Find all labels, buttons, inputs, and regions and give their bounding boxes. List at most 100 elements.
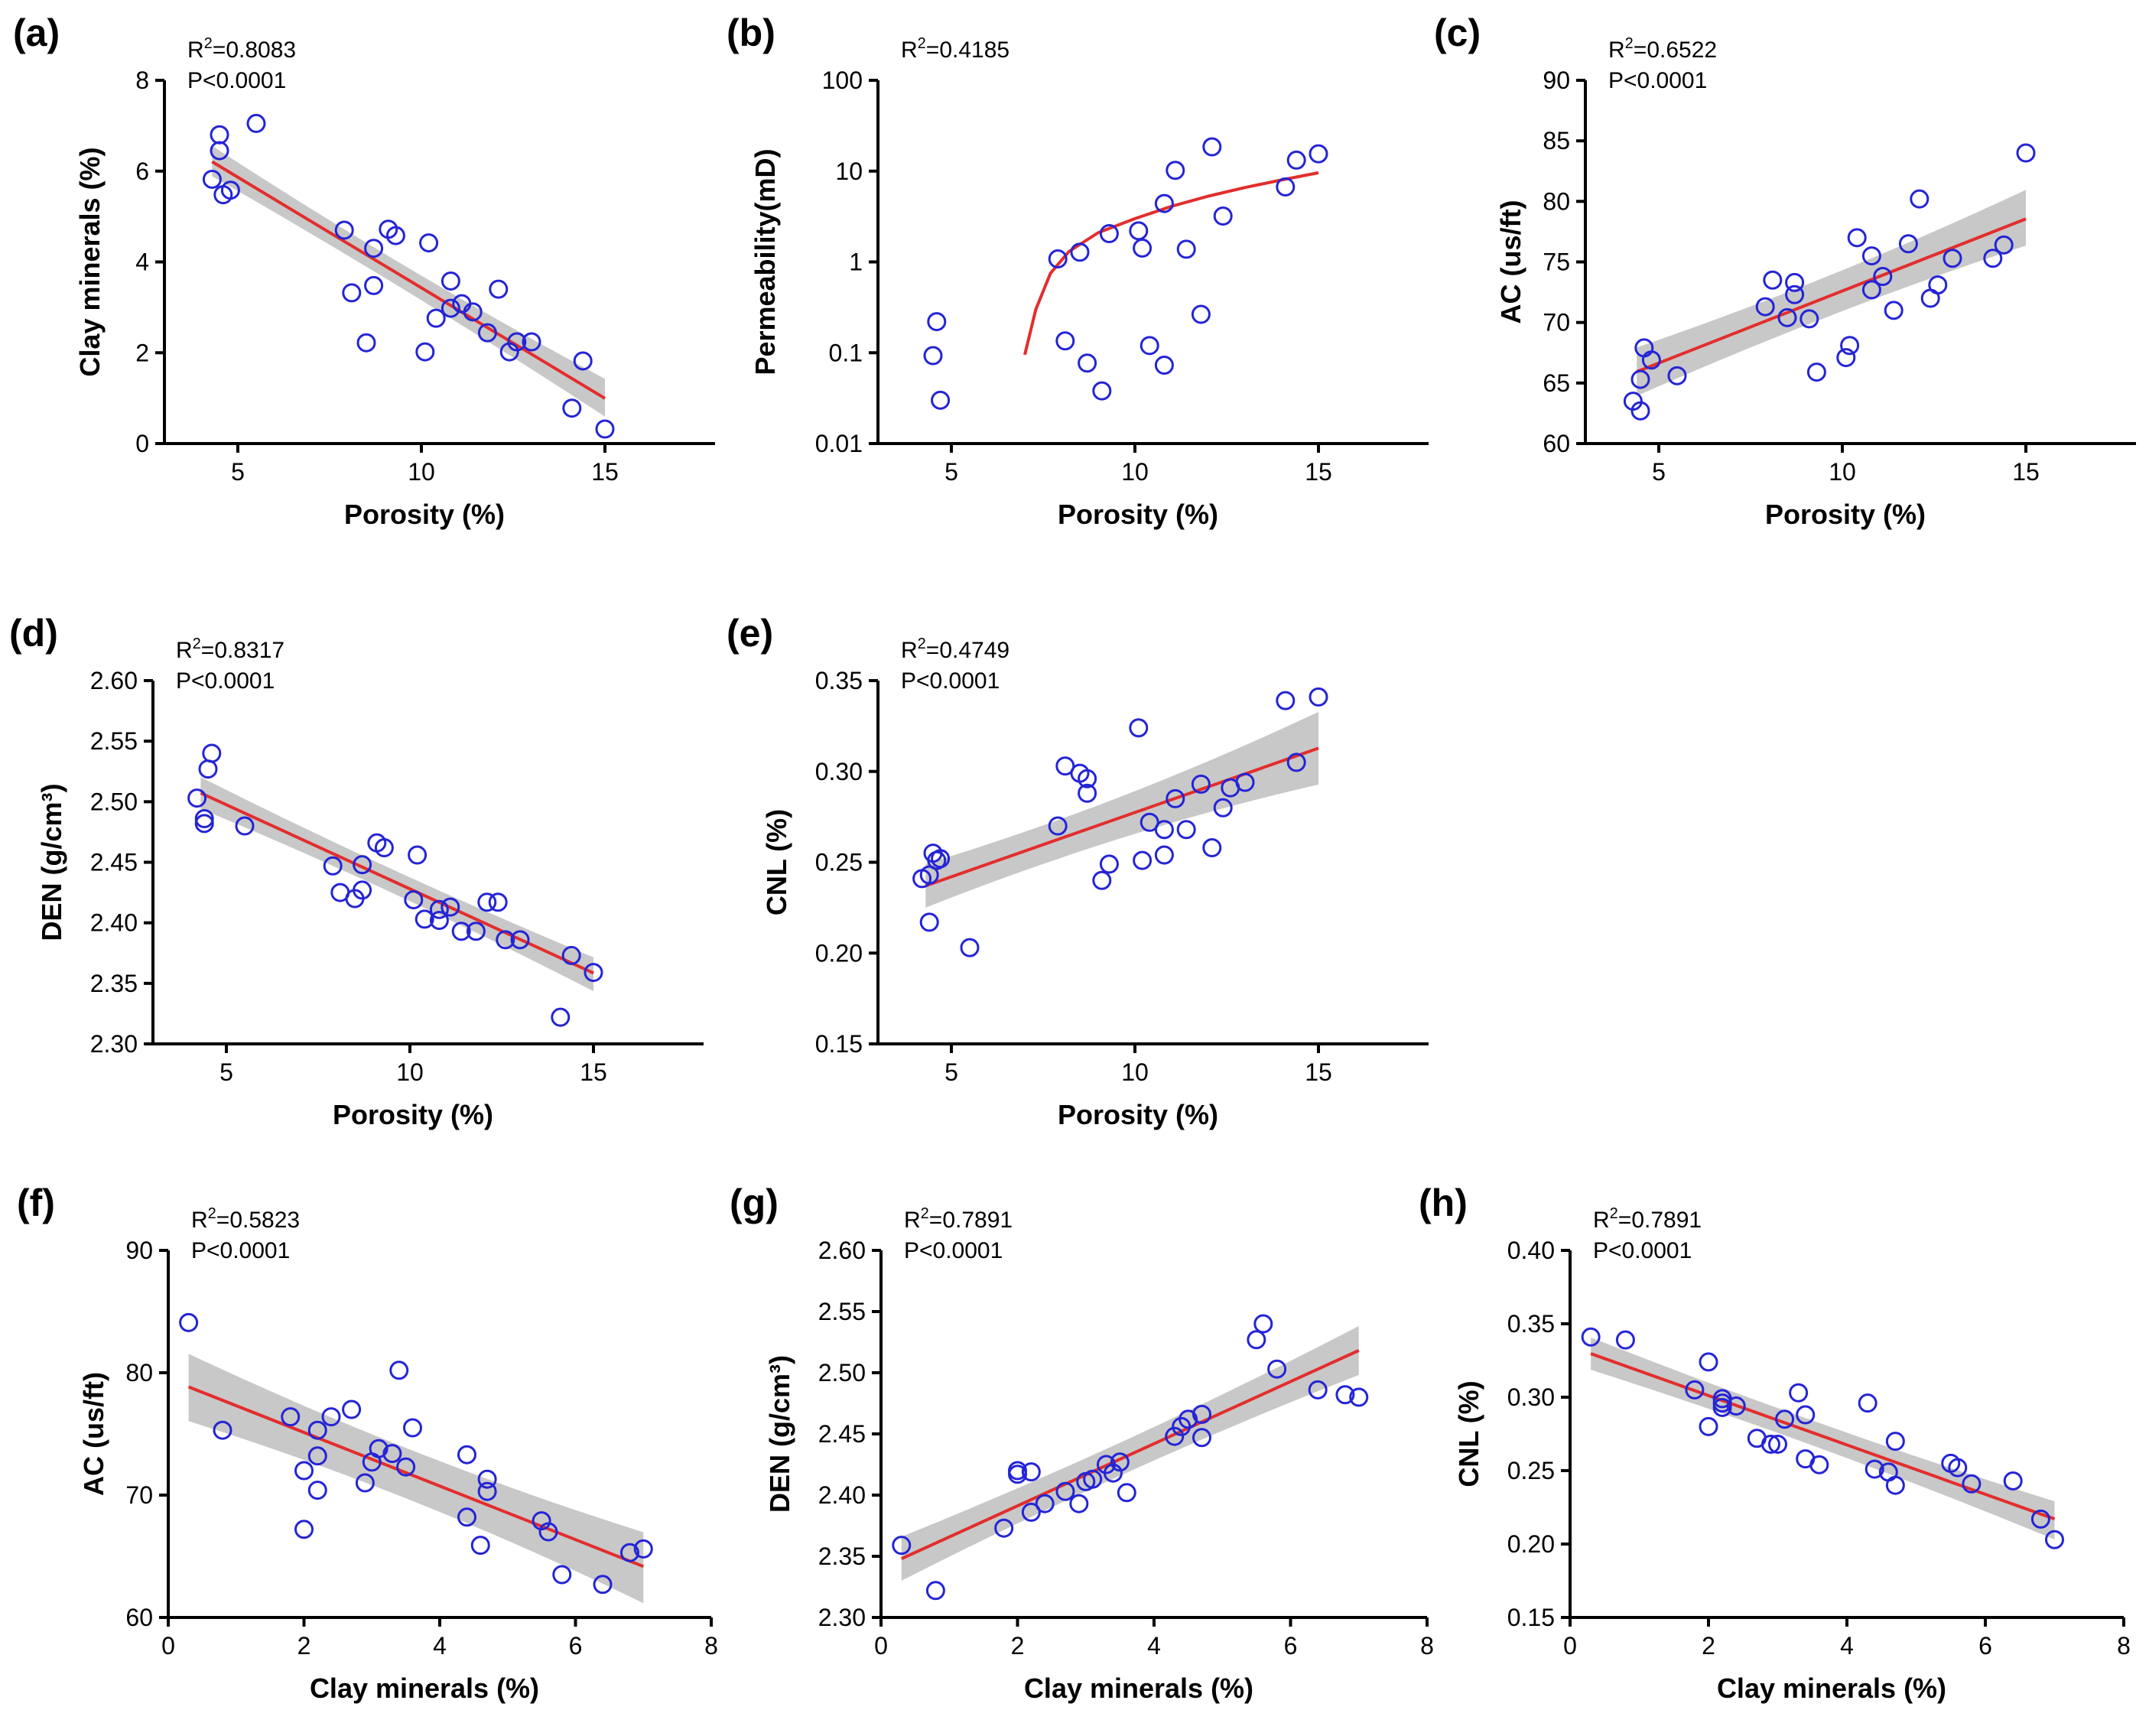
y-tick-label: 0.1 xyxy=(829,339,863,366)
x-axis-title: Porosity (%) xyxy=(1058,1099,1218,1130)
fit-curve xyxy=(1023,171,1319,356)
x-axis-title: Porosity (%) xyxy=(333,1099,493,1130)
data-point xyxy=(1910,189,1930,209)
x-tick-label: 10 xyxy=(1121,1058,1149,1086)
data-point xyxy=(429,899,449,919)
y-tick-label: 2.45 xyxy=(90,849,138,876)
r-squared-text: R2=0.8317 xyxy=(176,636,284,663)
data-point xyxy=(2003,1471,2023,1491)
y-tick-label: 65 xyxy=(1543,369,1570,397)
data-point xyxy=(1928,275,1948,295)
data-point xyxy=(562,398,582,418)
data-point xyxy=(1035,1494,1055,1513)
x-tick-label: 10 xyxy=(1829,458,1856,486)
data-point xyxy=(1055,756,1075,776)
y-tick-label: 2.30 xyxy=(818,1604,866,1631)
x-tick-label: 10 xyxy=(408,458,435,486)
data-point xyxy=(532,1511,551,1531)
panel-h: 0 2 4 6 8 0.15 0.20 0.25 0.30 0.35 0.40 Clay minera… xyxy=(1419,1182,2131,1704)
p-value-text: P<0.0001 xyxy=(1593,1238,1692,1263)
data-point xyxy=(593,1575,613,1595)
panel-label: (h) xyxy=(1419,1182,1468,1224)
data-point xyxy=(374,838,394,857)
x-tick-label: 5 xyxy=(1652,458,1666,486)
data-point xyxy=(294,1461,314,1481)
data-point xyxy=(353,880,372,900)
data-point xyxy=(220,180,240,200)
data-point xyxy=(923,346,943,366)
data-point xyxy=(1641,350,1661,370)
data-point xyxy=(1809,1455,1829,1474)
y-tick-label: 2.60 xyxy=(90,667,138,694)
data-point xyxy=(294,1520,314,1539)
y-tick-label: 70 xyxy=(125,1481,153,1509)
data-point xyxy=(385,226,405,245)
x-tick-label: 2 xyxy=(1011,1632,1025,1660)
data-point xyxy=(477,323,497,343)
y-tick-label: 0.40 xyxy=(1507,1237,1555,1264)
data-point xyxy=(1133,850,1153,870)
data-point xyxy=(470,1536,490,1556)
data-point xyxy=(2045,1530,2064,1549)
confidence-band xyxy=(1637,190,2026,396)
data-point xyxy=(1726,1396,1746,1416)
data-point xyxy=(552,1565,572,1585)
data-point xyxy=(1699,1416,1718,1436)
panel-c: 5 10 15 60 65 70 75 80 85 90 Porosity (%) AC (us/ft… xyxy=(1434,11,2136,530)
x-tick-label: 8 xyxy=(1420,1632,1434,1660)
data-point xyxy=(620,1543,639,1562)
data-point xyxy=(1847,228,1867,248)
data-point xyxy=(1276,691,1296,710)
data-point xyxy=(1202,137,1222,157)
x-tick-label: 15 xyxy=(591,458,619,486)
data-point xyxy=(179,1312,199,1332)
data-point xyxy=(415,909,434,929)
confidence-band xyxy=(1591,1337,2055,1540)
x-tick-label: 2 xyxy=(1702,1632,1715,1660)
x-tick-label: 4 xyxy=(1147,1632,1161,1660)
r-squared-value: =0.7891 xyxy=(929,1208,1013,1233)
panel-a: 5 10 15 0 2 4 6 8 Porosity (%) Clay minerals (%) (… xyxy=(13,11,715,530)
y-tick-label: 2.60 xyxy=(818,1237,866,1264)
data-point xyxy=(1078,769,1097,788)
data-point xyxy=(1213,798,1233,818)
data-point xyxy=(1962,1474,1982,1494)
p-value-text: P<0.0001 xyxy=(187,68,286,93)
y-tick-label: 80 xyxy=(125,1359,153,1387)
confidence-band xyxy=(188,1354,644,1604)
data-point xyxy=(364,239,384,258)
p-value-text: P<0.0001 xyxy=(901,668,1000,694)
data-point xyxy=(307,1446,327,1466)
data-point xyxy=(1865,1459,1884,1479)
data-point xyxy=(1166,788,1185,808)
data-point xyxy=(1213,206,1233,226)
x-tick-label: 15 xyxy=(1305,1058,1332,1086)
data-point xyxy=(1078,353,1097,373)
y-tick-label: 90 xyxy=(1543,67,1570,94)
data-point xyxy=(496,930,515,950)
data-point xyxy=(356,333,376,353)
data-point xyxy=(538,1522,558,1542)
data-point xyxy=(321,1407,341,1427)
y-tick-label: 6 xyxy=(135,158,149,185)
panel-b: 5 10 15 0.01 0.1 1 10 100 Porosity (%) Permeabili… xyxy=(727,11,1429,530)
data-point xyxy=(522,332,541,352)
data-point xyxy=(1276,177,1296,197)
x-tick-label: 4 xyxy=(433,1632,447,1660)
x-tick-label: 5 xyxy=(944,458,958,486)
data-point xyxy=(1836,348,1856,368)
data-point xyxy=(1253,1314,1273,1334)
panel-f: 0 2 4 6 8 60 70 80 90 Clay minerals (%) AC (us/ft)… xyxy=(17,1182,718,1704)
y-tick-label: 0 xyxy=(135,430,149,457)
panel-g: 0 2 4 6 8 2.30 2.35 2.40 2.45 2.50 2.55 2.60 Clay mi… xyxy=(730,1182,1434,1704)
r-squared-value: =0.4185 xyxy=(926,37,1009,63)
data-point xyxy=(1235,772,1255,792)
data-point xyxy=(1055,1481,1075,1501)
data-point xyxy=(1898,234,1918,254)
y-tick-label: 0.35 xyxy=(815,667,863,694)
panel-label: (d) xyxy=(9,612,58,655)
y-tick-label: 0.35 xyxy=(1507,1310,1555,1338)
data-point xyxy=(1110,1452,1130,1472)
y-tick-label: 2.55 xyxy=(90,727,138,755)
data-point xyxy=(477,1481,497,1501)
